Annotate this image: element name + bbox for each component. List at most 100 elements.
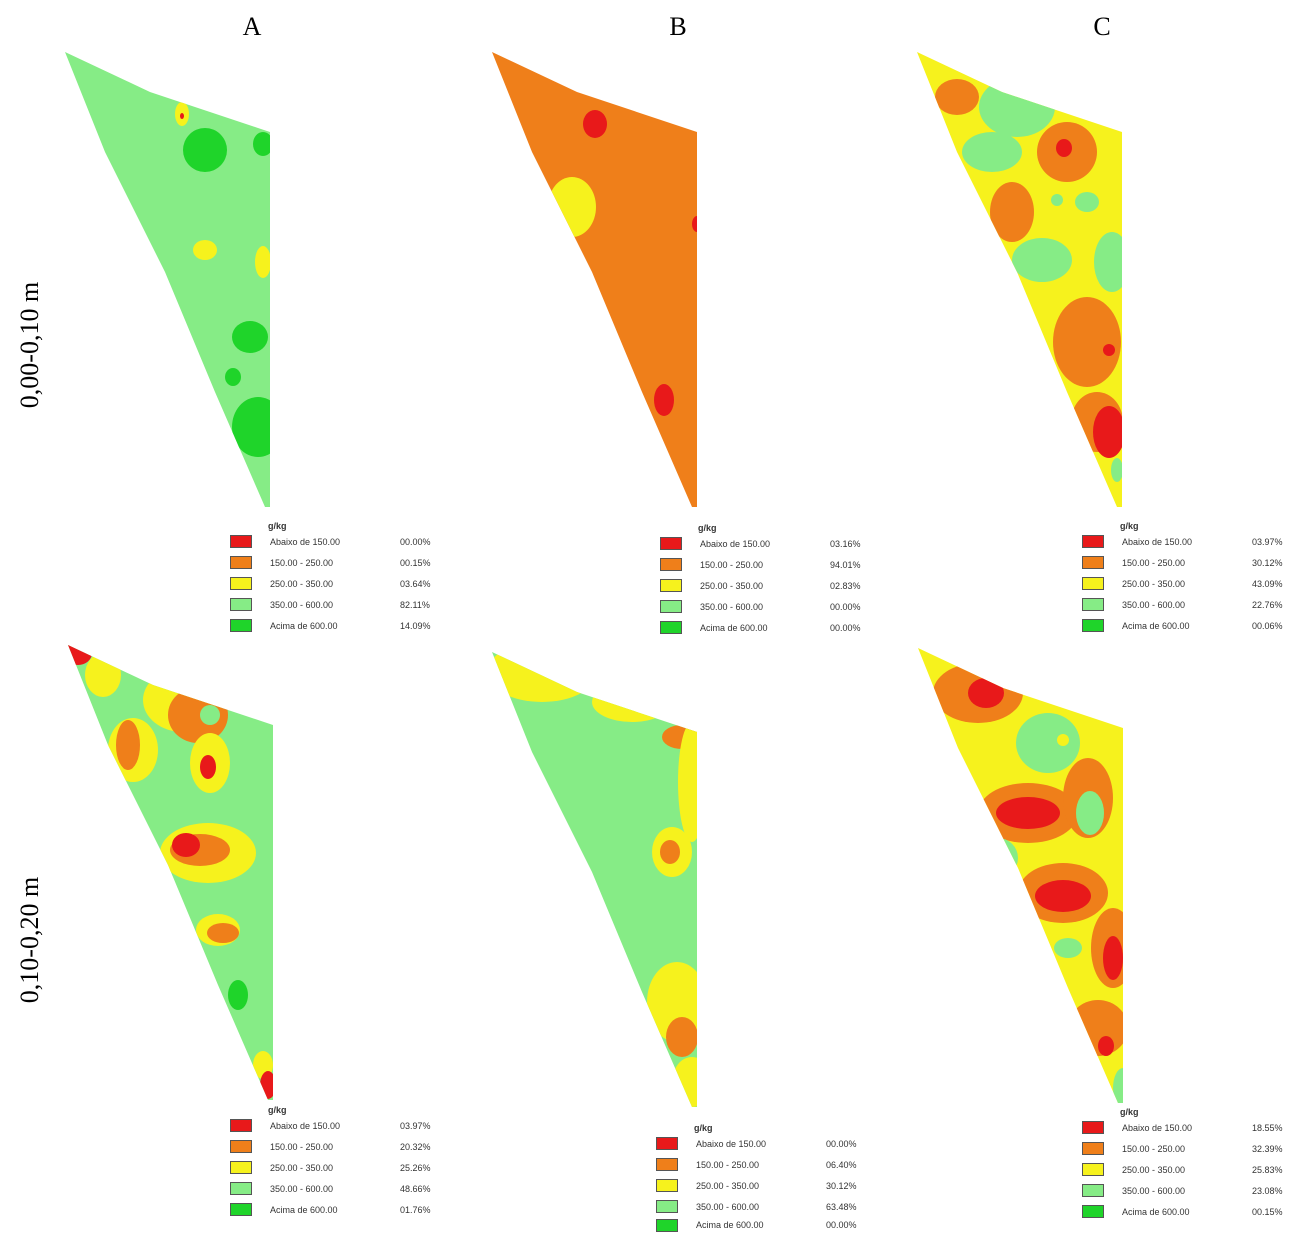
legend-unit: g/kg [268,1105,287,1115]
legend-row: Abaixo de 150.00 03.97% [230,1115,470,1136]
legend-swatch [230,1140,252,1153]
map-a-depth-0-10 [65,52,270,507]
legend-row: 250.00 - 350.00 25.83% [1082,1159,1293,1180]
legend-swatch [1082,1184,1104,1197]
map-a-depth-10-20 [68,645,273,1100]
class-percent: 06.40% [826,1159,857,1170]
legend-swatch [660,621,682,634]
class-percent: 94.01% [830,559,861,570]
legend-swatch [1082,1121,1104,1134]
legend-row: Abaixo de 150.00 18.55% [1082,1117,1293,1138]
legend-swatch [230,1203,252,1216]
class-percent: 00.00% [826,1138,857,1149]
map-c-depth-10-20 [918,648,1123,1103]
legend-row: 150.00 - 250.00 30.12% [1082,552,1293,573]
class-label: 150.00 - 250.00 [696,1159,760,1170]
legend-a-bottom: g/kg Abaixo de 150.00 03.97% 150.00 - 250… [230,1106,470,1220]
legend-row: Acima de 600.00 00.06% [1082,615,1293,636]
column-label-a: A [242,12,262,41]
legend-swatch [656,1200,678,1213]
legend-row: 250.00 - 350.00 03.64% [230,573,470,594]
legend-row: Abaixo de 150.00 03.97% [1082,531,1293,552]
class-label: 150.00 - 250.00 [1122,557,1186,568]
legend-swatch [1082,619,1104,632]
legend-row: 350.00 - 600.00 48.66% [230,1178,470,1199]
legend-swatch [1082,1163,1104,1176]
class-label: 250.00 - 350.00 [696,1180,760,1191]
class-label: Abaixo de 150.00 [1122,1122,1193,1133]
class-label: 350.00 - 600.00 [696,1201,760,1212]
legend-swatch [660,600,682,613]
class-percent: 23.08% [1252,1185,1283,1196]
class-percent: 03.64% [400,578,431,589]
legend-row: Abaixo de 150.00 00.00% [230,531,470,552]
legend-row: 150.00 - 250.00 32.39% [1082,1138,1293,1159]
class-percent: 25.83% [1252,1164,1283,1175]
class-percent: 22.76% [1252,599,1283,610]
legend-swatch [656,1179,678,1192]
legend-row: 350.00 - 600.00 63.48% [656,1196,896,1217]
class-label: Acima de 600.00 [1122,1206,1190,1217]
class-percent: 03.97% [400,1120,431,1131]
class-label: Abaixo de 150.00 [270,536,341,547]
class-percent: 00.15% [1252,1206,1283,1217]
class-percent: 18.55% [1252,1122,1283,1133]
legend-swatch [1082,1142,1104,1155]
class-percent: 00.00% [830,601,861,612]
class-label: 150.00 - 250.00 [700,559,764,570]
legend-swatch [1082,556,1104,569]
class-percent: 32.39% [1252,1143,1283,1154]
legend-unit: g/kg [1120,1107,1139,1117]
legend-row: 350.00 - 600.00 22.76% [1082,594,1293,615]
class-percent: 30.12% [1252,557,1283,568]
legend-swatch [660,537,682,550]
class-percent: 63.48% [826,1201,857,1212]
legend-unit: g/kg [1120,521,1139,531]
legend-row: 350.00 - 600.00 00.00% [660,596,900,617]
legend-swatch [1082,1205,1104,1218]
class-label: Abaixo de 150.00 [1122,536,1193,547]
class-label: 250.00 - 350.00 [1122,578,1186,589]
class-label: Acima de 600.00 [700,622,768,633]
legend-swatch [230,535,252,548]
legend-row: Acima de 600.00 14.09% [230,615,470,636]
map-b-depth-0-10 [492,52,697,507]
class-label: 350.00 - 600.00 [700,601,764,612]
class-percent: 82.11% [400,599,430,610]
legend-unit: g/kg [698,523,717,533]
class-label: 250.00 - 350.00 [270,1162,334,1173]
class-percent: 01.76% [400,1204,431,1215]
class-percent: 25.26% [400,1162,431,1173]
class-label: 250.00 - 350.00 [700,580,764,591]
class-percent: 14.09% [400,620,431,631]
class-percent: 30.12% [826,1180,857,1191]
legend-row: 150.00 - 250.00 00.15% [230,552,470,573]
column-label-c: C [1093,12,1111,41]
class-label: Acima de 600.00 [696,1220,764,1230]
class-label: 150.00 - 250.00 [1122,1143,1186,1154]
legend-swatch [656,1218,678,1232]
legend-swatch [1082,577,1104,590]
legend-row: 150.00 - 250.00 20.32% [230,1136,470,1157]
legend-swatch [1082,598,1104,611]
class-label: Acima de 600.00 [270,1204,338,1215]
legend-row: Acima de 600.00 00.00% [660,617,900,638]
class-label: Acima de 600.00 [270,620,338,631]
class-percent: 00.00% [830,622,861,633]
class-percent: 03.16% [830,538,861,549]
class-label: 350.00 - 600.00 [270,599,334,610]
legend-swatch [230,1182,252,1195]
legend-swatch [656,1137,678,1150]
legend-row: Acima de 600.00 00.00% [656,1217,896,1233]
legend-swatch [230,556,252,569]
map-b-depth-10-20 [492,652,697,1107]
legend-swatch [230,598,252,611]
legend-c-top: g/kg Abaixo de 150.00 03.97% 150.00 - 250… [1082,522,1293,636]
legend-row: 350.00 - 600.00 82.11% [230,594,470,615]
class-percent: 02.83% [830,580,861,591]
legend-row: Abaixo de 150.00 03.16% [660,533,900,554]
legend-row: Acima de 600.00 01.76% [230,1199,470,1220]
legend-swatch [660,558,682,571]
class-percent: 00.00% [826,1220,857,1230]
class-percent: 43.09% [1252,578,1283,589]
